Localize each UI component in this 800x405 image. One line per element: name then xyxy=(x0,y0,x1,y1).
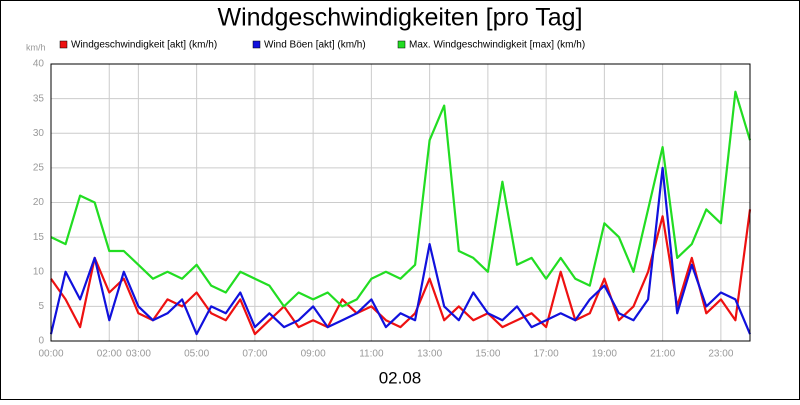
x-tick-label: 23:00 xyxy=(708,349,733,360)
y-tick-label: 30 xyxy=(33,128,45,139)
legend-swatch xyxy=(252,40,261,49)
grid xyxy=(50,63,750,342)
plot-border xyxy=(50,63,751,342)
y-tick-label: 40 xyxy=(33,59,45,70)
legend-swatch xyxy=(397,40,406,49)
plot xyxy=(49,90,752,336)
series-line xyxy=(49,166,752,336)
x-tick-label: 15:00 xyxy=(475,349,500,360)
legend-label: Max. Windgeschwindigkeit [max] (km/h) xyxy=(409,40,585,51)
series-line xyxy=(50,209,752,336)
y-tick-label: 15 xyxy=(33,232,45,243)
x-tick-label: 09:00 xyxy=(301,349,326,360)
x-tick-label: 02:00 xyxy=(97,349,122,360)
x-tick-label: 00:00 xyxy=(38,349,63,360)
x-axis-label: 02.08 xyxy=(379,368,422,387)
x-tick-label: 11:00 xyxy=(359,349,384,360)
legend: Windgeschwindigkeit [akt] (km/h) Wind Böe… xyxy=(59,40,585,51)
y-tick-label: 20 xyxy=(33,197,45,208)
x-tick-label: 17:00 xyxy=(534,349,559,360)
legend-label: Wind Böen [akt] (km/h) xyxy=(264,40,366,51)
x-tick-label: 07:00 xyxy=(242,349,267,360)
x-tick-label: 21:00 xyxy=(650,349,675,360)
y-tick-label: 25 xyxy=(33,163,45,174)
legend-label: Windgeschwindigkeit [akt] (km/h) xyxy=(71,40,217,51)
chart-title: Windgeschwindigkeiten [pro Tag] xyxy=(217,4,582,32)
y-axis-label: km/h xyxy=(26,42,46,52)
series-line xyxy=(50,90,752,308)
y-tick-label: 10 xyxy=(33,266,45,277)
x-tick-label: 05:00 xyxy=(184,349,209,360)
legend-swatch xyxy=(59,40,68,49)
y-tick-label: 35 xyxy=(33,93,45,104)
x-tick-label: 13:00 xyxy=(417,349,442,360)
y-tick-label: 5 xyxy=(38,301,44,312)
y-tick-label: 0 xyxy=(38,336,44,347)
x-tick-label: 19:00 xyxy=(592,349,617,360)
x-tick-label: 03:00 xyxy=(126,349,151,360)
